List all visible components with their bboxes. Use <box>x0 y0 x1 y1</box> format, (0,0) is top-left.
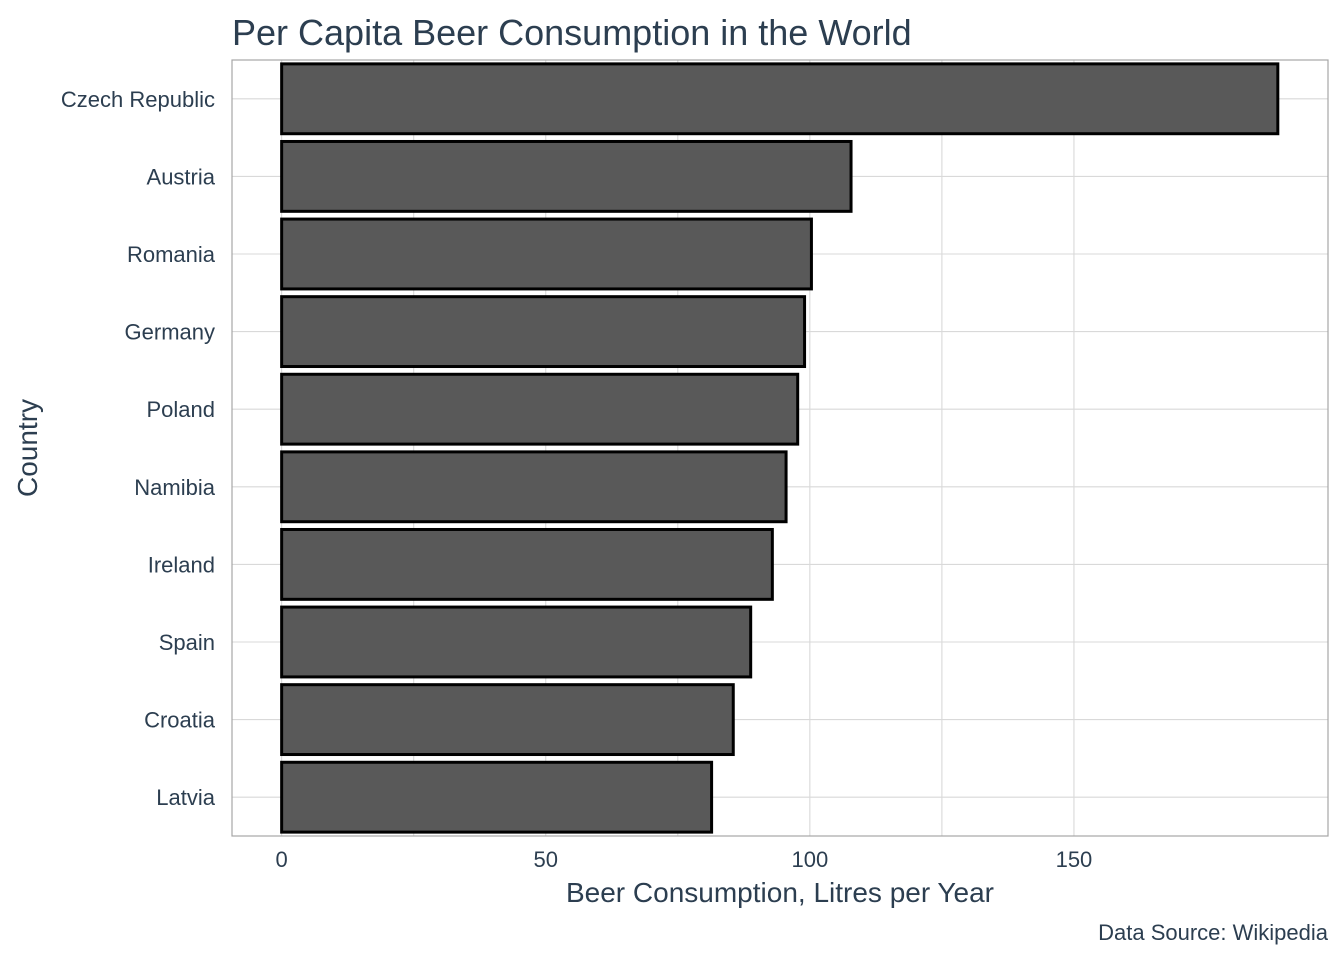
x-tick-label: 150 <box>1056 847 1093 872</box>
x-tick-label: 0 <box>276 847 288 872</box>
x-tick-labels: 0 50 100 150 <box>276 847 1093 872</box>
data-source-caption: Data Source: Wikipedia <box>1098 920 1329 945</box>
y-tick-label: Spain <box>159 630 215 655</box>
bar-spain <box>280 605 753 679</box>
y-tick-labels: Czech Republic Austria Romania Germany Polan… <box>61 87 216 810</box>
y-tick-label: Namibia <box>134 475 215 500</box>
x-axis-title: Beer Consumption, Litres per Year <box>566 877 994 908</box>
panel-border <box>231 59 1329 837</box>
y-tick-label: Romania <box>127 242 216 267</box>
bar-namibia <box>280 450 788 524</box>
x-tick-label: 50 <box>534 847 558 872</box>
x-tick-label: 100 <box>791 847 828 872</box>
bar-czech-republic <box>280 62 1280 136</box>
y-tick-label: Poland <box>146 397 215 422</box>
y-axis-title: Country <box>12 399 43 497</box>
bar-ireland <box>280 527 774 601</box>
bar-austria <box>280 139 853 213</box>
bar-poland <box>280 372 800 446</box>
bar-latvia <box>280 760 714 834</box>
bar-germany <box>280 295 807 369</box>
y-tick-label: Germany <box>125 320 215 345</box>
y-tick-label: Ireland <box>148 552 215 577</box>
y-tick-label: Latvia <box>156 785 215 810</box>
chart-title: Per Capita Beer Consumption in the World <box>232 12 912 53</box>
bar-croatia <box>280 683 735 757</box>
bars-layer <box>280 62 1280 834</box>
bar-romania <box>280 217 813 291</box>
y-tick-label: Czech Republic <box>61 87 215 112</box>
y-tick-label: Croatia <box>144 708 216 733</box>
y-tick-label: Austria <box>147 164 216 189</box>
